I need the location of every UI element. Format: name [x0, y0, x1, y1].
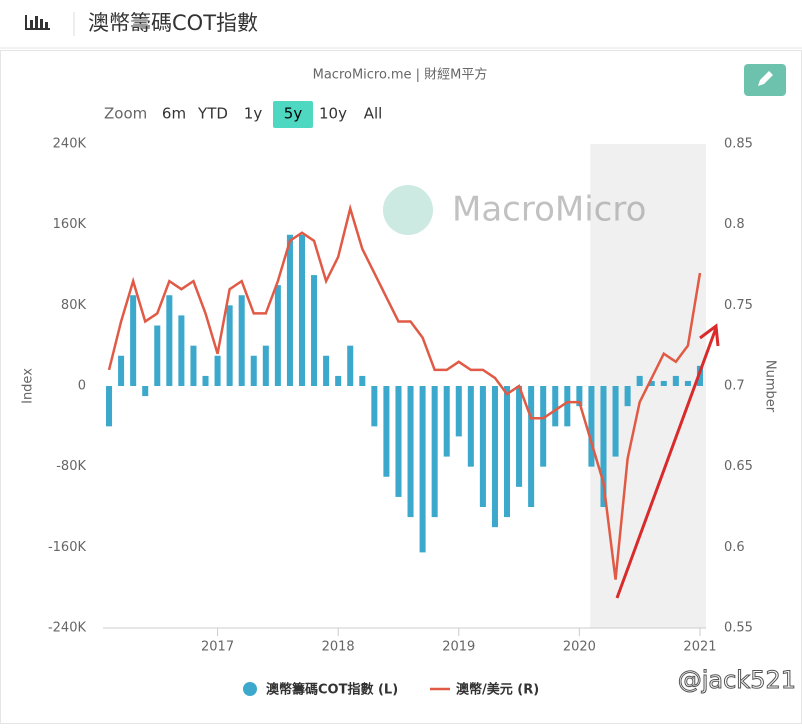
bar [371, 386, 378, 427]
bar [636, 375, 643, 386]
bar [347, 345, 354, 386]
user-watermark: @jack521 [678, 666, 796, 694]
header-icon [25, 15, 50, 30]
x-tick-label: 2021 [683, 640, 716, 655]
y2-tick-label: 0.85 [724, 137, 753, 152]
bar [262, 345, 269, 386]
x-tick-label: 2018 [322, 640, 355, 655]
bar [455, 386, 462, 437]
bar [311, 275, 318, 386]
bar [407, 386, 414, 518]
y2-tick-label: 0.6 [724, 540, 745, 555]
y2-tick-label: 0.75 [724, 298, 753, 313]
bar [624, 386, 631, 407]
watermark-logo [383, 185, 433, 235]
y-tick-label: 160K [53, 217, 87, 232]
range-button[interactable]: 10y [319, 105, 347, 123]
bar [516, 386, 523, 487]
bar [142, 386, 149, 397]
bar [214, 355, 221, 386]
bar [576, 386, 583, 407]
bar [154, 325, 161, 386]
bar [467, 386, 474, 467]
bar [431, 386, 438, 518]
bar [660, 380, 667, 386]
bar [540, 386, 547, 467]
source: MacroMicro.me | 財經M平方 [313, 67, 488, 83]
bar [672, 375, 679, 386]
x-tick-label: 2020 [563, 640, 596, 655]
bar [419, 386, 426, 553]
bar [443, 386, 450, 457]
bar [395, 386, 402, 497]
bar [130, 295, 137, 386]
y-tick-label: 0 [78, 379, 86, 394]
line [107, 203, 702, 580]
bar [552, 386, 559, 427]
bar [250, 355, 257, 386]
range-button-active[interactable] [273, 101, 313, 128]
y-tick-label: -80K [56, 459, 86, 474]
bar [528, 386, 535, 507]
bar [118, 355, 125, 386]
bar [190, 345, 197, 386]
range-button[interactable]: 5y [284, 105, 303, 123]
y-tick-label: 240K [53, 137, 87, 152]
bar [226, 305, 233, 386]
bar [274, 285, 281, 386]
y2-tick-label: 0.65 [724, 459, 753, 474]
legend-marker [243, 682, 257, 696]
y2-tick-label: 0.55 [724, 621, 753, 636]
bar [479, 386, 486, 507]
bar [238, 295, 245, 386]
bar [600, 386, 607, 507]
watermark-circle [383, 185, 433, 235]
bar [383, 386, 390, 477]
plot: MacroMicro MacroMicro.me | 財經M平方 Zoom 6m YTD… [21, 67, 797, 698]
x-tick-label: 2019 [442, 640, 475, 655]
bar [491, 386, 498, 528]
range-button[interactable]: 1y [244, 105, 263, 123]
y2-axis-title: Number [763, 360, 778, 413]
y-tick-label: -160K [48, 540, 87, 555]
edit-icon [758, 71, 773, 86]
y2-tick-label: 0.7 [724, 379, 745, 394]
bar [286, 234, 293, 386]
bar [323, 355, 330, 386]
bar [166, 295, 173, 386]
y2-tick-label: 0.8 [724, 217, 745, 232]
y-axis-title: Index [21, 368, 36, 404]
bar [202, 375, 209, 386]
legend-label[interactable]: 澳幣籌碼COT指數 (L) [266, 682, 398, 698]
bar [335, 375, 342, 386]
bar [298, 234, 306, 386]
bar [359, 375, 366, 386]
zoom-label: Zoom [104, 105, 147, 123]
bar [564, 386, 571, 427]
range-button[interactable]: YTD [197, 105, 228, 123]
bar [648, 380, 655, 386]
bar [503, 386, 511, 518]
bar [106, 386, 113, 427]
annotation-arrow [615, 323, 720, 599]
header-title: 澳幣籌碼COT指數 [88, 11, 258, 35]
bar [684, 380, 691, 386]
bar [612, 386, 619, 457]
bar [178, 315, 185, 386]
range-button[interactable]: 6m [162, 105, 186, 123]
bar [588, 386, 595, 467]
y-tick-label: 80K [61, 298, 87, 313]
y-tick-label: -240K [48, 621, 87, 636]
range-button[interactable]: All [364, 105, 383, 123]
legend-label[interactable]: 澳幣/美元 (R) [456, 682, 539, 698]
x-tick-label: 2017 [201, 640, 234, 655]
watermark-text: MacroMicro [452, 190, 646, 230]
